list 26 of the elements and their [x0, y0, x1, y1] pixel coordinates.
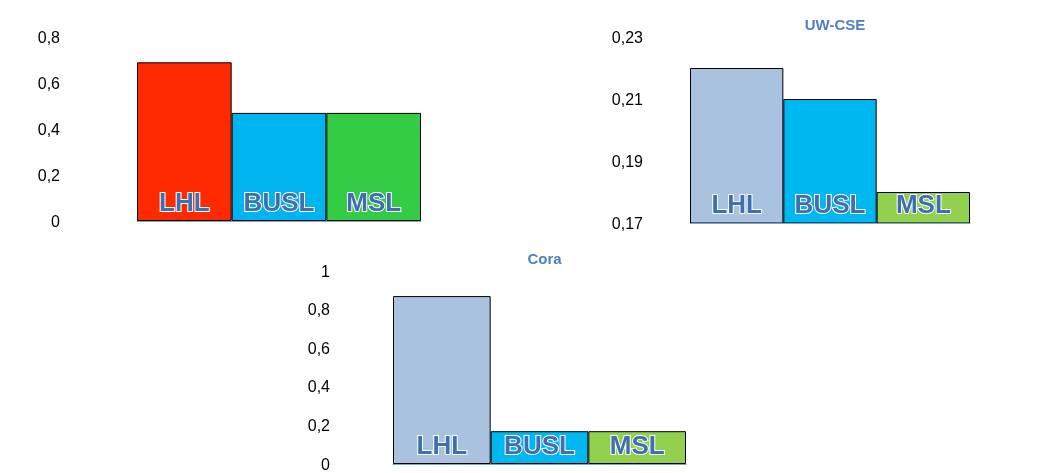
x-tick-label: BUSL	[504, 430, 575, 460]
y-tick-label: 0,8	[307, 301, 331, 319]
y-tick-label: 0,4	[37, 120, 61, 138]
y-tick-label: 0,19	[611, 152, 644, 170]
y-tick-label: 0,6	[37, 74, 61, 92]
x-tick-label: LHL	[711, 189, 763, 219]
y-tick-label: 0,23	[611, 28, 644, 46]
y-tick-label: 1	[321, 262, 331, 280]
x-tick-label: LHL	[416, 430, 468, 460]
y-tick-label: 0	[321, 455, 331, 473]
y-tick-label: 0,6	[307, 339, 331, 357]
x-tick-label: MSL	[609, 430, 665, 460]
x-tick-label: BUSL	[794, 189, 866, 219]
chart-title: UW-CSE	[804, 16, 866, 33]
x-tick-label: MSL	[895, 189, 951, 219]
x-tick-label: LHL	[159, 187, 210, 217]
y-tick-label: 0,17	[611, 214, 644, 232]
x-tick-label: BUSL	[243, 187, 315, 217]
chart-title: Cora	[527, 250, 563, 267]
y-tick-label: 0,21	[611, 90, 644, 108]
y-tick-label: 0,2	[307, 416, 331, 434]
y-tick-label: 0	[51, 212, 61, 230]
y-tick-label: 0,4	[307, 378, 331, 396]
y-tick-label: 0,8	[37, 28, 61, 46]
x-tick-label: MSL	[346, 187, 402, 217]
y-tick-label: 0,2	[37, 166, 61, 184]
